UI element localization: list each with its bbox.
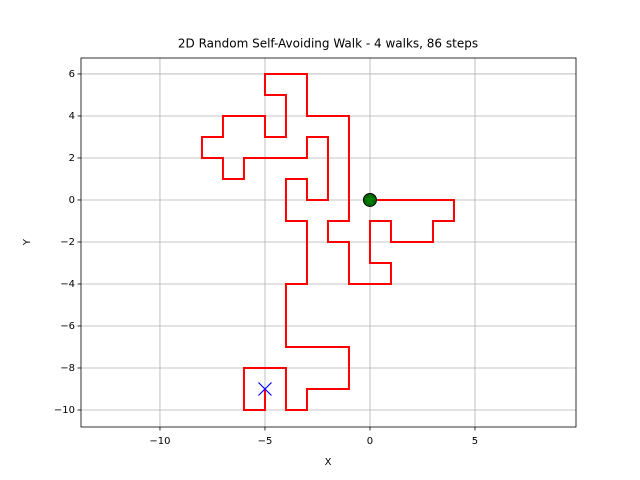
y-tick-label: −10 xyxy=(54,405,75,416)
y-tick-label: 2 xyxy=(69,153,75,164)
x-tick-label: −10 xyxy=(149,436,170,447)
end-marker xyxy=(258,382,272,396)
x-tick-label: 0 xyxy=(367,436,373,447)
chart-title: 2D Random Self-Avoiding Walk - 4 walks, … xyxy=(178,37,478,51)
y-tick-label: −2 xyxy=(60,237,75,248)
start-star xyxy=(364,193,376,205)
y-tick-label: −4 xyxy=(60,279,75,290)
grid xyxy=(81,58,576,427)
y-axis-label: Y xyxy=(22,238,33,246)
y-tick-label: −8 xyxy=(60,363,75,374)
walk-line xyxy=(200,72,455,411)
y-tick-label: 6 xyxy=(69,69,75,80)
y-tick-label: −6 xyxy=(60,321,75,332)
plot-area xyxy=(200,72,455,411)
axes-frame xyxy=(80,57,577,428)
y-tick-label: 0 xyxy=(69,195,75,206)
x-tick-label: 5 xyxy=(472,436,478,447)
y-tick-label: 4 xyxy=(69,111,75,122)
x-tick-label: −5 xyxy=(258,436,273,447)
x-axis-label: X xyxy=(325,457,332,468)
